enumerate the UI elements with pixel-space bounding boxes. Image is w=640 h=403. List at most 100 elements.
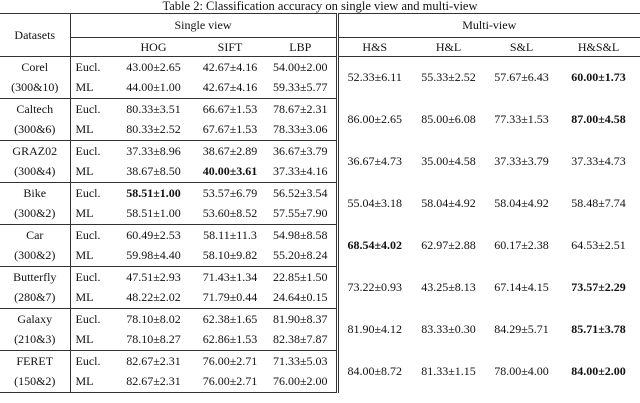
multi-view-value: 83.33±0.30 [421, 322, 476, 336]
column-header: H&L [411, 37, 486, 57]
single-view-value: 71.33±5.03 [272, 353, 328, 368]
multi-view-value: 55.33±2.52 [421, 70, 476, 85]
dataset-size: (300&6) [0, 119, 70, 141]
single-view-value: 76.00±2.00 [265, 371, 337, 393]
metric-label: Eucl. [69, 98, 112, 120]
multi-view-value: 86.00±2.65 [335, 98, 411, 141]
dataset-size: (300&2) [0, 203, 70, 225]
table-row: Galaxy Eucl. 78.10±8.02 62.38±1.65 81.90±8.3… [0, 308, 640, 351]
single-view-value: 71.43±1.34 [202, 269, 258, 284]
dataset-name: Car [26, 227, 44, 242]
dataset-name: FERET [16, 353, 54, 368]
multi-view-value: 64.53±2.51 [571, 238, 626, 252]
table-row: Butterfly Eucl. 47.51±2.93 71.43±1.34 22.85±… [0, 266, 640, 309]
multi-view-value: 87.00±4.58 [571, 112, 626, 126]
single-view-value: 62.38±1.65 [202, 311, 258, 326]
multi-view-value: 67.14±4.15 [494, 280, 549, 294]
single-view-value: 42.67±4.16 [202, 59, 258, 74]
metric-label: Eucl. [69, 266, 112, 288]
column-header: SIFT [195, 37, 265, 57]
multi-view-value: 73.22±0.93 [335, 266, 411, 309]
single-view-value: 76.00±2.71 [202, 353, 258, 368]
single-view-value: 48.22±2.02 [112, 287, 195, 309]
metric-label: ML [69, 329, 112, 351]
table-row: (300&2) ML 59.98±4.40 58.10±9.82 55.20±8.24 [0, 245, 640, 267]
multi-view-value: 73.57±2.29 [571, 280, 626, 294]
column-header: S&L [486, 37, 557, 57]
table-row: Caltech Eucl. 80.33±3.51 66.67±1.53 78.67±2.… [0, 98, 640, 141]
multi-view-value: 52.33±6.11 [335, 56, 411, 99]
table-row: Datasets Single view Multi-view [0, 13, 640, 57]
single-view-value: 78.10±8.27 [112, 329, 195, 351]
table-row: (150&2) ML 82.67±2.31 76.00±2.71 76.00±2.00 [0, 371, 640, 393]
single-view-value: 37.33±8.96 [126, 143, 181, 158]
dataset-name: Corel [21, 59, 49, 74]
single-view-value: 62.86±1.53 [195, 329, 265, 351]
table-row: (300&2) ML 58.51±1.00 53.60±8.52 57.55±7.90 [0, 203, 640, 225]
table-row: (210&3) ML 78.10±8.27 62.86±1.53 82.38±7.87 [0, 329, 640, 351]
table-row: (300&6) ML 80.33±2.52 67.67±1.53 78.33±3.06 [0, 119, 640, 141]
multi-view-value: 85.00±6.08 [421, 112, 476, 126]
table-row: (300&4) ML 38.67±8.50 40.00±3.61 37.33±4.16 [0, 161, 640, 183]
single-view-value: 78.10±8.02 [126, 311, 181, 326]
column-header: HOG [112, 37, 195, 57]
single-view-value: 38.67±8.50 [112, 161, 195, 183]
single-view-value: 42.67±4.16 [195, 77, 265, 99]
single-view-value: 82.67±2.31 [112, 371, 195, 393]
header-cell [69, 37, 112, 57]
single-view-value: 67.67±1.53 [195, 119, 265, 141]
multi-view-value: 37.33±4.73 [571, 154, 626, 168]
single-view-value: 57.55±7.90 [265, 203, 337, 225]
table-row: GRAZ02 Eucl. 37.33±8.96 38.67±2.89 36.67±3.7… [0, 140, 640, 183]
dataset-size: (300&4) [0, 161, 70, 183]
single-view-value: 38.67±2.89 [202, 143, 258, 158]
metric-label: ML [69, 203, 112, 225]
table-row: HOG SIFT LBP H&S H&L S&L H&S&L [0, 37, 640, 57]
multi-view-value: 60.00±1.73 [571, 70, 626, 85]
multi-view-value: 81.90±4.12 [335, 308, 411, 351]
dataset-size: (300&10) [0, 77, 70, 99]
table-row: Car Eucl. 60.49±2.53 58.11±11.3 54.98±8.58 68… [0, 224, 640, 267]
single-view-value: 80.33±3.51 [126, 101, 181, 116]
single-view-value: 54.00±2.00 [272, 59, 328, 74]
multi-view-value: 77.33±1.53 [494, 112, 549, 126]
table-caption: Table 2: Classification accuracy on sing… [162, 0, 478, 13]
header-cell: Multi-view [335, 13, 640, 38]
metric-label: Eucl. [69, 350, 112, 372]
column-header: H&S&L [557, 37, 640, 57]
single-view-value: 81.90±8.37 [272, 311, 328, 326]
single-view-value: 22.85±1.50 [272, 269, 328, 284]
metric-label: Eucl. [69, 308, 112, 330]
dataset-size: (150&2) [0, 371, 70, 393]
table-row: (300&10) ML 44.00±1.00 42.67±4.16 59.33±5.77 [0, 77, 640, 99]
multi-view-value: 55.04±3.18 [335, 182, 411, 225]
single-view-value: 47.51±2.93 [126, 269, 181, 284]
multi-view-value: 58.04±4.92 [494, 196, 549, 210]
header-cell: Single view [69, 13, 337, 38]
multi-view-value: 58.04±4.92 [421, 196, 476, 210]
single-view-value: 54.98±8.58 [272, 227, 328, 242]
column-header: H&S [335, 37, 411, 57]
single-view-value: 37.33±4.16 [265, 161, 337, 183]
multi-view-value: 81.33±1.15 [421, 364, 476, 378]
single-view-value: 53.60±8.52 [195, 203, 265, 225]
table-row: (280&7) ML 48.22±2.02 71.79±0.44 24.64±0.15 [0, 287, 640, 309]
metric-label: ML [69, 287, 112, 309]
single-view-value: 78.33±3.06 [265, 119, 337, 141]
multi-view-value: 37.33±3.79 [494, 154, 549, 168]
table-row: Corel Eucl. 43.00±2.65 42.67±4.16 54.00±2.00… [0, 56, 640, 99]
single-view-value: 78.67±2.31 [272, 101, 328, 116]
multi-view-value: 36.67±4.73 [335, 140, 411, 183]
single-view-value: 82.38±7.87 [265, 329, 337, 351]
single-view-value: 40.00±3.61 [195, 161, 265, 183]
results-table: Datasets Single view Multi-view HOG SIFT LBP H… [0, 13, 640, 393]
dataset-name: Caltech [16, 101, 54, 116]
metric-label: ML [69, 161, 112, 183]
single-view-value: 58.51±1.00 [112, 203, 195, 225]
dataset-size: (280&7) [0, 287, 70, 309]
single-view-value: 55.20±8.24 [265, 245, 337, 267]
multi-view-value: 62.97±2.88 [421, 238, 476, 252]
single-view-value: 43.00±2.65 [126, 59, 181, 74]
dataset-size: (300&2) [0, 245, 70, 267]
table-row: FERET Eucl. 82.67±2.31 76.00±2.71 71.33±5.03… [0, 350, 640, 393]
